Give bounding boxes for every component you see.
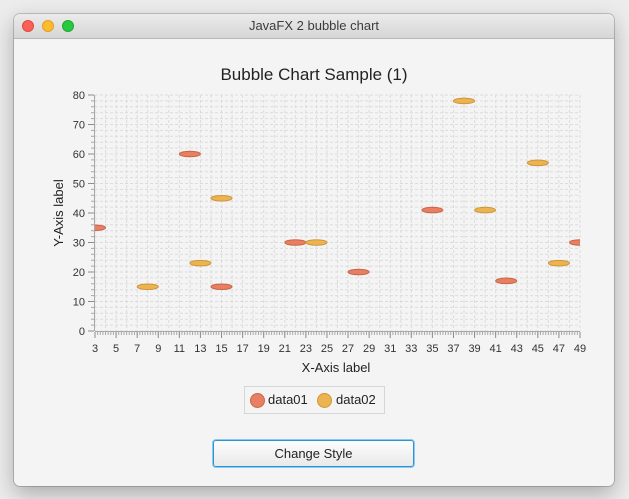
- bubble-data02: [189, 259, 212, 267]
- bubble-data01: [210, 283, 233, 291]
- y-tick-label: 30: [73, 238, 85, 250]
- chart-legend: data01 data02: [244, 386, 385, 414]
- bubble-data02: [547, 259, 570, 267]
- x-axis-label: X-Axis label: [302, 360, 371, 375]
- x-tick-label: 33: [405, 343, 417, 355]
- bubble-data02: [210, 194, 233, 202]
- bubble-data02: [305, 239, 328, 246]
- bubble-data01: [95, 224, 106, 232]
- legend-label-data02: data02: [336, 392, 376, 407]
- bubble-group: [95, 97, 580, 291]
- x-tick-label: 35: [426, 343, 438, 355]
- y-tick-label: 70: [73, 120, 85, 132]
- minimize-window-button[interactable]: [42, 20, 54, 32]
- chart-grid: [94, 94, 581, 332]
- x-tick-label: 5: [113, 343, 119, 355]
- x-tick-label: 47: [553, 343, 565, 355]
- x-tick-label: 3: [92, 343, 98, 355]
- y-tick-label: 60: [73, 149, 85, 161]
- chart-axes: 3 5 7 9 11 13 15 17 19 21 23 25 27 29 31 33 35 37 39 41 43 45…: [73, 90, 586, 355]
- x-tick-label: 29: [363, 343, 375, 355]
- y-tick-label: 0: [79, 326, 85, 338]
- bubble-data01: [495, 277, 518, 285]
- bubble-data01: [421, 206, 444, 214]
- title-bar: JavaFX 2 bubble chart: [14, 14, 614, 39]
- y-tick-label: 80: [73, 90, 85, 102]
- x-tick-label: 9: [155, 343, 161, 355]
- window-title: JavaFX 2 bubble chart: [248, 18, 380, 33]
- bubble-data02: [136, 283, 159, 291]
- x-tick-label: 31: [384, 343, 396, 355]
- chart-title: Bubble Chart Sample (1): [220, 65, 408, 84]
- zoom-window-button[interactable]: [62, 20, 74, 32]
- x-tick-label: 17: [236, 343, 248, 355]
- bubble-data01: [569, 239, 580, 246]
- x-tick-label: 21: [279, 343, 291, 355]
- x-tick-label: 19: [258, 343, 270, 355]
- legend-marker-data02: [317, 393, 332, 408]
- x-tick-label: 27: [342, 343, 354, 355]
- x-tick-label: 13: [194, 343, 206, 355]
- x-tick-label: 37: [447, 343, 459, 355]
- bubble-data01: [284, 239, 307, 246]
- legend-label-data01: data01: [268, 392, 308, 407]
- x-tick-label: 23: [300, 343, 312, 355]
- bubble-data01: [178, 150, 201, 158]
- bubble-data01: [347, 268, 370, 276]
- chart-plot-area: [95, 97, 580, 291]
- app-window: JavaFX 2 bubble chart Bubble Chart Sampl…: [14, 14, 614, 486]
- legend-marker-data01: [250, 393, 265, 408]
- x-tick-label: 7: [134, 343, 140, 355]
- x-tick-label: 15: [215, 343, 227, 355]
- x-tick-label: 45: [532, 343, 544, 355]
- x-tick-label: 49: [574, 343, 586, 355]
- bubble-chart: 3 5 7 9 11 13 15 17 19 21 23 25 27 29 31 33 35 37 39 41 43 45…: [51, 90, 586, 375]
- close-window-button[interactable]: [22, 20, 34, 32]
- bubble-data02: [526, 159, 549, 167]
- x-tick-label: 43: [511, 343, 523, 355]
- change-style-button[interactable]: Change Style: [213, 440, 414, 467]
- y-axis-label: Y-Axis label: [51, 179, 66, 247]
- y-tick-label: 10: [73, 297, 85, 309]
- bubble-data02: [474, 206, 497, 214]
- x-tick-label: 25: [321, 343, 333, 355]
- y-tick-label: 20: [73, 267, 85, 279]
- bubble-data02: [453, 97, 476, 105]
- x-tick-label: 11: [174, 343, 185, 355]
- x-tick-label: 39: [468, 343, 480, 355]
- y-tick-label: 50: [73, 179, 85, 191]
- y-tick-label: 40: [73, 208, 85, 220]
- x-tick-label: 41: [490, 343, 502, 355]
